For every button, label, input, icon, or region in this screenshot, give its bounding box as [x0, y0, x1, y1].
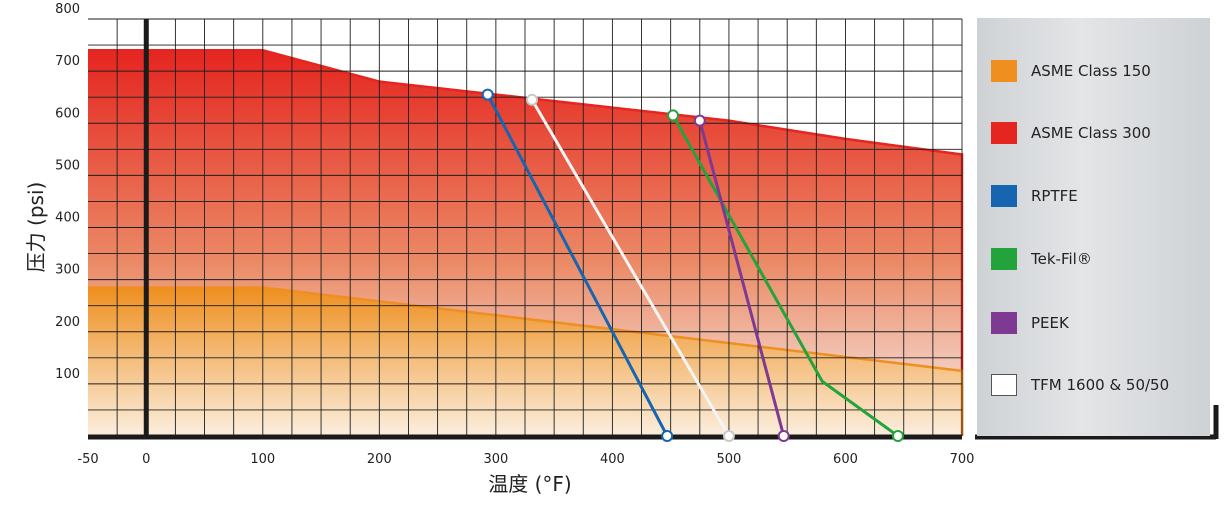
- y-axis-label: 压力 (psi): [24, 182, 48, 273]
- x-tick-label: -50: [77, 452, 98, 467]
- legend-label: ASME Class 150: [1031, 62, 1151, 80]
- legend-item-rptfe: RPTFE: [991, 181, 1078, 211]
- legend-item-asme-class-150: ASME Class 150: [991, 56, 1151, 86]
- data-point-tfm-1600-50-50: [525, 93, 538, 106]
- x-tick-label: 0: [142, 452, 150, 467]
- x-tick-label: 200: [367, 452, 392, 467]
- x-tick-label: 500: [717, 452, 742, 467]
- legend: ASME Class 150 ASME Class 300 RPTFE Tek-Fil…: [977, 18, 1210, 436]
- legend-label: Tek-Fil®: [1031, 250, 1092, 268]
- legend-swatch: [991, 60, 1017, 82]
- y-tick-label: 200: [55, 315, 80, 330]
- legend-label: RPTFE: [1031, 187, 1078, 205]
- legend-item-tek-fil: Tek-Fil®: [991, 244, 1092, 274]
- data-point-rptfe: [661, 430, 674, 442]
- x-axis-label: 温度 (°F): [488, 472, 571, 496]
- y-tick-label: 700: [55, 54, 80, 69]
- data-point-rptfe: [481, 88, 494, 101]
- y-tick-label: 600: [55, 106, 80, 121]
- x-tick-label: 300: [483, 452, 508, 467]
- x-tick-label: 400: [600, 452, 625, 467]
- legend-item-tfm-1600-50-50: TFM 1600 & 50/50: [991, 370, 1169, 400]
- y-tick-label: 300: [55, 263, 80, 278]
- legend-label: PEEK: [1031, 314, 1069, 332]
- legend-swatch: [991, 312, 1017, 334]
- legend-swatch: [991, 248, 1017, 270]
- legend-item-peek: PEEK: [991, 308, 1069, 338]
- series-line-peek: [698, 120, 786, 437]
- legend-swatch: [991, 122, 1017, 144]
- y-tick-label: 100: [55, 367, 80, 382]
- series-line-tfm-1600-50-50: [530, 99, 731, 437]
- data-point-peek: [693, 114, 706, 127]
- data-point-peek: [777, 430, 790, 442]
- data-point-tek-fil: [891, 430, 904, 442]
- y-tick-label: 400: [55, 211, 80, 226]
- legend-swatch: [991, 374, 1017, 396]
- legend-label: ASME Class 300: [1031, 124, 1151, 142]
- x-tick-label: 700: [950, 452, 975, 467]
- legend-item-asme-class-300: ASME Class 300: [991, 118, 1151, 148]
- y-tick-label: 500: [55, 158, 80, 173]
- y-tick-label: 800: [55, 2, 80, 17]
- data-point-tek-fil: [666, 109, 679, 122]
- series-line-rptfe: [486, 93, 669, 437]
- x-tick-label: 600: [833, 452, 858, 467]
- x-tick-label: 100: [250, 452, 275, 467]
- legend-swatch: [991, 185, 1017, 207]
- legend-label: TFM 1600 & 50/50: [1031, 376, 1170, 394]
- data-point-tfm-1600-50-50: [722, 430, 735, 442]
